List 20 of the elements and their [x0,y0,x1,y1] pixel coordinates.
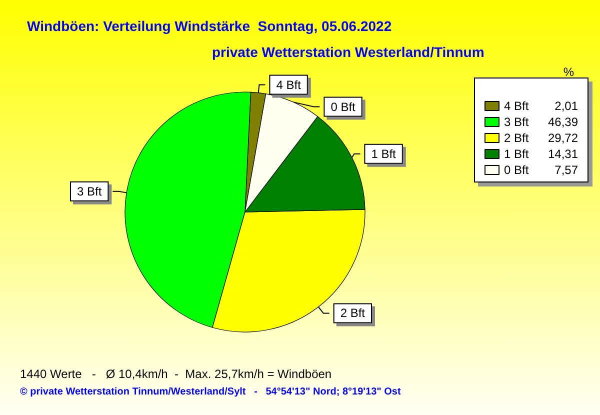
text: 1440 Werte - Ø 10,4km/h - Max. 25,7km/h = Windböen [20,367,332,381]
slice-label: 3 Bft [76,184,102,198]
data-label: 46,39 [548,115,578,129]
slice-label: 0 Bft [330,100,356,114]
data-label: 2,01 [554,99,578,113]
slice-label: 2 Bft [340,306,366,320]
slice-label: 1 Bft [371,146,397,161]
chart-subtitle: private Wetterstation Westerland/Tinnum [212,44,484,60]
data-label: 7,57 [554,163,578,177]
text: © private Wetterstation Tinnum/Westerland/Sylt - 54°54'13" Nord; 8°19'13" Ost [20,386,402,398]
legend-label: 1 Bft [504,147,530,161]
legend-title: % [563,65,574,79]
data-label: 29,72 [548,131,578,145]
chart-title: Windböen: Verteilung Windstärke Sonntag, 05.06.2022 [27,18,392,34]
slice-label: 4 Bft [276,78,302,92]
legend-label: 2 Bft [504,131,530,145]
legend-label: 4 Bft [504,99,530,113]
data-label: 14,31 [548,147,578,161]
legend-label: 3 Bft [504,115,530,129]
legend-label: 0 Bft [504,163,530,177]
